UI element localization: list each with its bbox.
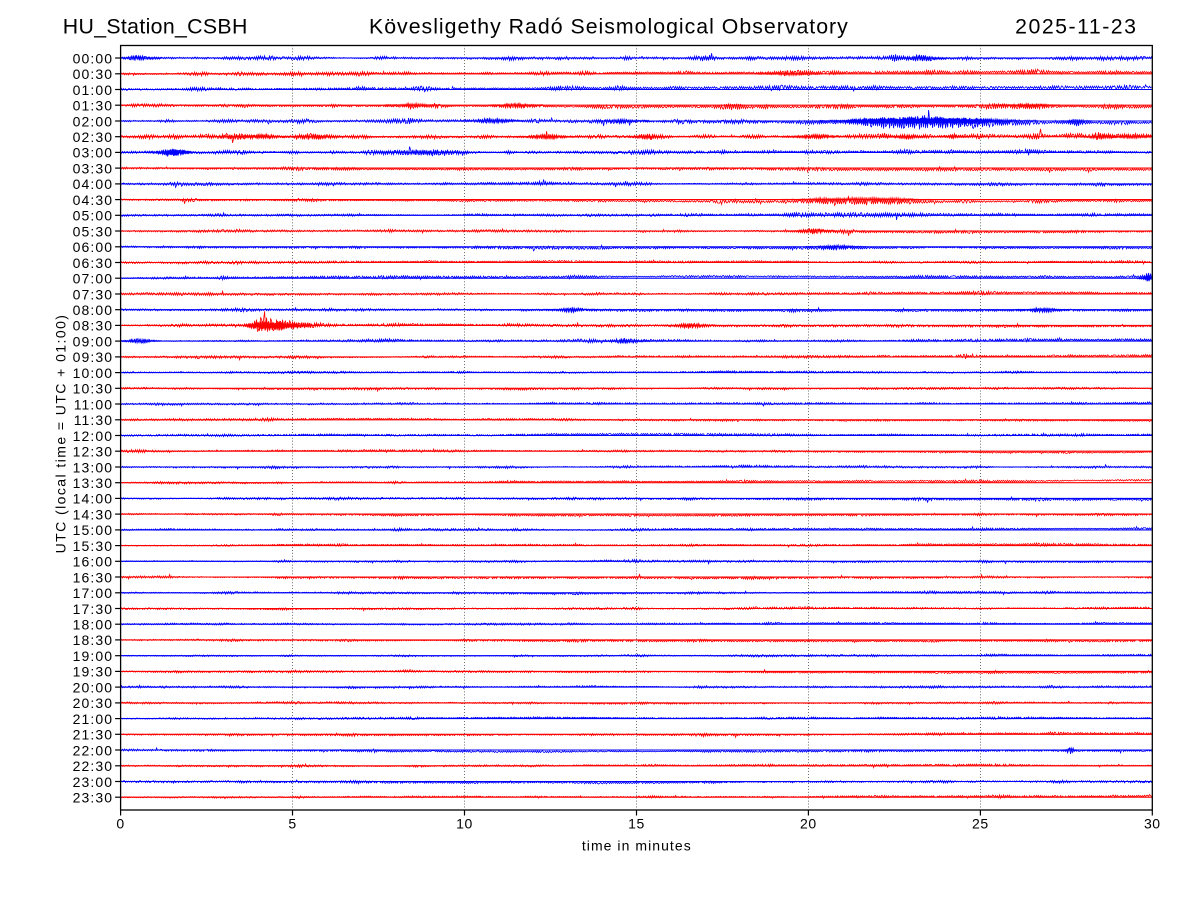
svg-text:12:00: 12:00 [73,428,114,444]
svg-text:21:00: 21:00 [73,711,114,727]
svg-text:17:00: 17:00 [73,585,114,601]
svg-text:11:30: 11:30 [74,412,114,428]
svg-text:12:30: 12:30 [73,444,114,460]
svg-text:00:00: 00:00 [73,50,114,66]
svg-text:02:30: 02:30 [73,129,114,145]
svg-text:10:00: 10:00 [73,365,114,381]
svg-text:22:00: 22:00 [73,742,114,758]
svg-text:5: 5 [288,816,296,832]
svg-text:06:00: 06:00 [73,239,114,255]
svg-text:18:30: 18:30 [73,632,114,648]
svg-text:UTC (local time = UTC + 01:00): UTC (local time = UTC + 01:00) [52,314,68,554]
svg-text:07:00: 07:00 [73,271,114,287]
svg-text:25: 25 [972,816,989,832]
svg-text:21:30: 21:30 [73,727,114,743]
svg-text:15:30: 15:30 [73,538,114,554]
svg-text:10: 10 [456,816,473,832]
svg-text:03:30: 03:30 [73,160,114,176]
svg-text:15: 15 [628,816,645,832]
svg-text:01:30: 01:30 [73,98,114,114]
svg-text:08:30: 08:30 [73,318,114,334]
svg-text:10:30: 10:30 [73,381,114,397]
svg-text:04:30: 04:30 [73,192,114,208]
svg-text:19:30: 19:30 [73,664,114,680]
svg-text:18:00: 18:00 [73,617,114,633]
svg-text:01:00: 01:00 [73,82,114,98]
svg-text:14:30: 14:30 [73,506,114,522]
svg-text:20: 20 [800,816,817,832]
svg-text:0: 0 [116,816,124,832]
svg-text:13:30: 13:30 [73,475,114,491]
svg-text:13:00: 13:00 [73,459,114,475]
svg-text:23:00: 23:00 [73,774,114,790]
svg-text:HU_Station_CSBH: HU_Station_CSBH [63,15,248,39]
svg-text:06:30: 06:30 [73,255,114,271]
svg-text:08:00: 08:00 [73,302,114,318]
svg-text:14:00: 14:00 [73,491,114,507]
svg-text:09:30: 09:30 [73,349,114,365]
svg-text:04:00: 04:00 [73,176,114,192]
svg-text:16:00: 16:00 [73,554,114,570]
svg-text:00:30: 00:30 [73,66,114,82]
svg-text:30: 30 [1144,816,1161,832]
svg-text:05:30: 05:30 [73,223,114,239]
svg-text:03:00: 03:00 [73,145,114,161]
svg-text:2025-11-23: 2025-11-23 [1015,15,1137,39]
svg-text:23:30: 23:30 [73,790,114,806]
svg-text:17:30: 17:30 [73,601,114,617]
svg-text:11:00: 11:00 [74,396,114,412]
svg-text:02:00: 02:00 [73,113,114,129]
svg-text:Kövesligethy Radó Seismologica: Kövesligethy Radó Seismological Observat… [369,15,849,39]
svg-text:time in minutes: time in minutes [582,838,692,854]
svg-text:22:30: 22:30 [73,758,114,774]
svg-text:19:00: 19:00 [73,648,114,664]
svg-text:05:00: 05:00 [73,208,114,224]
svg-text:15:00: 15:00 [73,522,114,538]
svg-text:07:30: 07:30 [73,286,114,302]
svg-text:20:00: 20:00 [73,679,114,695]
svg-text:20:30: 20:30 [73,695,114,711]
svg-text:16:30: 16:30 [73,569,114,585]
svg-text:09:00: 09:00 [73,333,114,349]
